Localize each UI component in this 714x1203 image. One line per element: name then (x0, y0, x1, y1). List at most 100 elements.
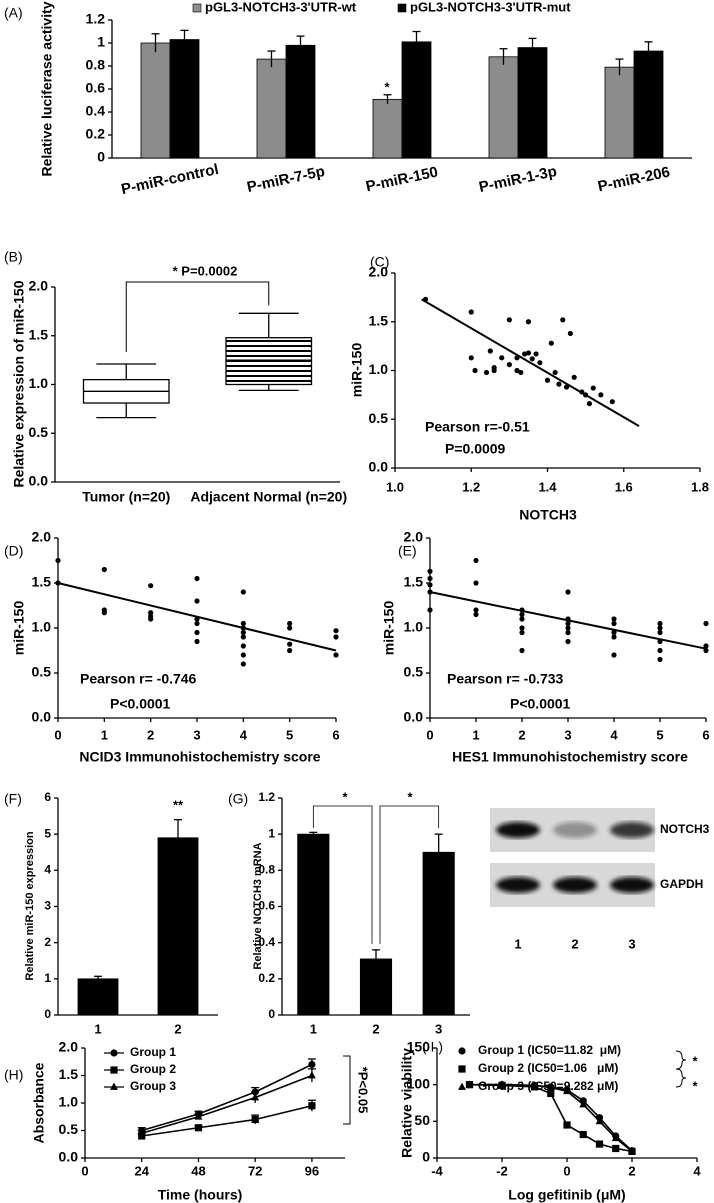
y-axis-title: Relative miR-150 expression (24, 831, 36, 980)
y-axis-title: Relative luciferase activity (39, 1, 55, 176)
y-tick-label: 3 (44, 899, 51, 913)
panel-label: (C) (370, 254, 389, 270)
point (518, 369, 524, 376)
y-tick-label: 5 (44, 826, 51, 840)
y-tick-label: 0.0 (369, 459, 389, 475)
point (519, 611, 525, 618)
point (473, 607, 479, 613)
bar (359, 958, 393, 1016)
point (519, 625, 525, 631)
point (657, 647, 663, 654)
point (427, 582, 433, 588)
x-axis-title: Log gefitinib (μM) (508, 1187, 625, 1203)
point (565, 616, 571, 622)
point (427, 575, 433, 582)
lane-label: 3 (628, 936, 635, 951)
point (308, 1060, 316, 1069)
point (565, 629, 571, 636)
point (287, 620, 293, 627)
y-tick-label: 1.0 (29, 375, 49, 391)
y-tick-label: 0 (44, 1007, 51, 1021)
panel-label: (D) (4, 543, 23, 559)
point (287, 641, 293, 647)
point (563, 384, 570, 390)
x-tick-label: 3 (193, 727, 200, 742)
lane-label: 2 (571, 936, 578, 951)
point (240, 661, 246, 667)
point (240, 625, 246, 631)
x-tick-label: 2 (518, 727, 525, 742)
y-axis-title: Relative NOTCH3 mRNA (252, 842, 264, 969)
point (422, 296, 429, 302)
y-tick-label: 0 (97, 149, 105, 165)
point (519, 629, 525, 636)
legend-swatch (397, 3, 407, 13)
legend-label: Group 3 (130, 1079, 176, 1093)
x-tick-label: 2 (628, 1163, 635, 1178)
point (611, 620, 617, 627)
panel-label: ( I ) (422, 1039, 443, 1055)
point (612, 1144, 620, 1153)
point (194, 629, 200, 636)
panel-label: (H) (4, 1067, 23, 1083)
point (333, 634, 339, 640)
legend-marker (110, 1082, 118, 1090)
annotation: P<0.0001 (510, 696, 571, 712)
point (468, 309, 474, 315)
point (609, 399, 615, 405)
y-tick-label: 0.4 (258, 935, 275, 949)
point (565, 638, 571, 645)
series-line (141, 1104, 313, 1137)
point (240, 629, 246, 636)
x-tick-label: 2 (147, 727, 154, 742)
bracket (312, 805, 373, 944)
point (498, 1080, 506, 1088)
bar (256, 58, 287, 159)
point (468, 355, 474, 361)
point (287, 625, 293, 631)
annotation: * (692, 1053, 698, 1068)
annotation: * (342, 789, 348, 804)
panel-label: (A) (4, 5, 23, 21)
x-tick-label: 1 (101, 727, 108, 742)
point (333, 628, 339, 634)
point (240, 652, 246, 658)
point (519, 616, 525, 622)
y-tick-label: 50 (414, 1112, 430, 1128)
y-tick-label: 0.0 (29, 473, 49, 489)
point (565, 625, 571, 631)
y-tick-label: 0.4 (86, 103, 106, 119)
y-tick-label: 150 (407, 1039, 431, 1055)
x-tick-label: P-miR-206 (596, 164, 671, 196)
series-line (141, 1063, 313, 1132)
x-tick-label: -2 (496, 1163, 508, 1178)
point (657, 656, 663, 663)
point (473, 580, 479, 586)
point (506, 362, 512, 368)
y-tick-label: 0.0 (32, 709, 52, 725)
point (595, 1140, 604, 1148)
point (703, 620, 709, 627)
point (137, 1128, 146, 1137)
point (529, 356, 535, 362)
x-tick-label: 1 (310, 1021, 317, 1036)
point (499, 355, 505, 361)
x-tick-label: 6 (332, 727, 339, 742)
y-tick-label: 2 (44, 935, 51, 949)
point (657, 625, 663, 631)
point (483, 369, 490, 376)
point (194, 1112, 203, 1120)
bracket (675, 1050, 687, 1070)
annotation: * (384, 79, 390, 94)
x-tick-label: 0 (81, 1163, 88, 1178)
legend-label: Group 1 (IC50=11.82 μM) (478, 1043, 621, 1057)
y-tick-label: 0 (422, 1149, 430, 1165)
point (657, 638, 663, 645)
y-tick-label: 0.8 (258, 863, 275, 877)
bar (633, 50, 664, 159)
point (586, 401, 593, 407)
x-tick-label: 2 (372, 1021, 379, 1036)
x-tick-label: 1.2 (462, 479, 480, 494)
y-tick-label: 0.5 (59, 1121, 79, 1137)
